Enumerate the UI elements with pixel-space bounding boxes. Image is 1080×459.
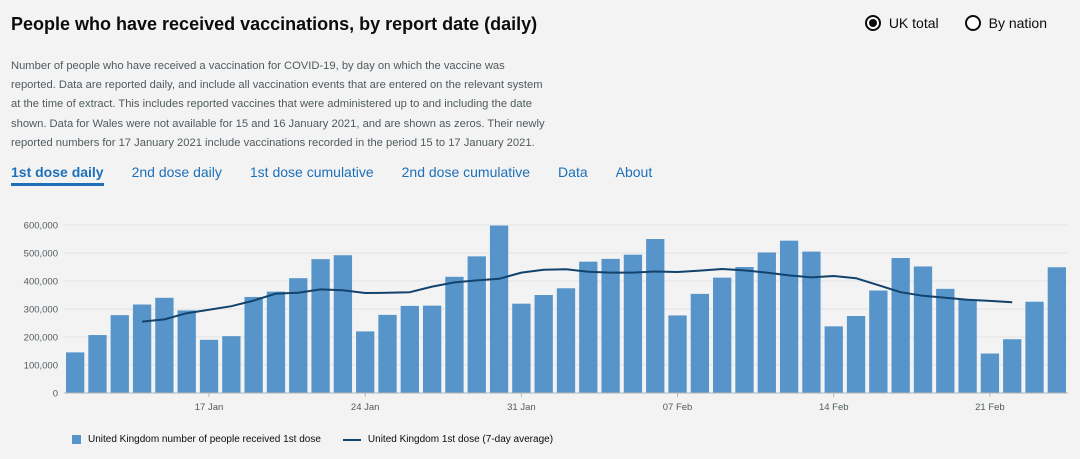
radio-by-nation[interactable]: By nation bbox=[964, 15, 1047, 31]
bar bbox=[556, 288, 576, 393]
bar bbox=[735, 267, 754, 393]
x-tick-label: 24 Jan bbox=[351, 402, 380, 413]
x-tick-label: 17 Jan bbox=[195, 402, 224, 413]
bar bbox=[779, 240, 799, 393]
bar bbox=[66, 352, 85, 393]
bar bbox=[132, 304, 152, 393]
bar bbox=[534, 295, 553, 393]
bar bbox=[222, 336, 241, 393]
bar bbox=[869, 290, 888, 393]
bar bbox=[356, 331, 375, 393]
x-tick-label: 07 Feb bbox=[663, 402, 693, 413]
bar bbox=[467, 256, 486, 393]
bar bbox=[802, 251, 821, 393]
y-tick-label: 400,000 bbox=[24, 277, 58, 288]
bar bbox=[110, 315, 129, 393]
tab-1st-dose-cumulative[interactable]: 1st dose cumulative bbox=[249, 164, 374, 180]
radio-uk-total[interactable]: UK total bbox=[864, 15, 939, 31]
tab-about[interactable]: About bbox=[615, 164, 653, 180]
bar bbox=[980, 353, 1000, 393]
bar bbox=[422, 305, 442, 393]
bar bbox=[155, 297, 174, 393]
y-tick-label: 600,000 bbox=[24, 221, 58, 232]
bar bbox=[1025, 301, 1044, 393]
bar bbox=[445, 276, 464, 393]
bar bbox=[713, 277, 732, 393]
bar bbox=[1003, 339, 1022, 393]
bar bbox=[266, 291, 286, 393]
radio-label-by-nation: By nation bbox=[988, 15, 1047, 31]
bar bbox=[177, 310, 196, 393]
bar bbox=[88, 335, 107, 393]
x-tick-label: 21 Feb bbox=[975, 402, 1005, 413]
bar bbox=[289, 278, 308, 393]
bar bbox=[311, 259, 330, 393]
legend-line-label: United Kingdom 1st dose (7-day average) bbox=[367, 434, 554, 445]
y-tick-label: 300,000 bbox=[24, 305, 58, 316]
chart-legend: United Kingdom number of people received… bbox=[72, 434, 553, 445]
bar bbox=[824, 326, 843, 393]
legend-bar-swatch bbox=[72, 435, 81, 444]
bar bbox=[958, 299, 977, 393]
tab-2nd-dose-daily[interactable]: 2nd dose daily bbox=[131, 164, 222, 180]
vaccinations-chart: 0 100,000 200,000 300,000 400,000 500,000 600,… bbox=[24, 221, 1068, 413]
bar bbox=[244, 296, 263, 393]
bar bbox=[623, 254, 643, 393]
bar bbox=[333, 255, 353, 393]
bar bbox=[400, 305, 419, 393]
y-tick-label: 0 bbox=[53, 389, 58, 400]
bar bbox=[690, 293, 710, 393]
y-tick-label: 200,000 bbox=[24, 333, 58, 344]
radio-unchecked-icon bbox=[964, 15, 981, 31]
y-tick-label: 500,000 bbox=[24, 249, 58, 260]
chart-tabs: 1st dose daily 2nd dose daily 1st dose c… bbox=[11, 164, 680, 186]
chart-card-title: People who have received vaccinations, b… bbox=[11, 14, 538, 34]
y-tick-label: 100,000 bbox=[24, 361, 58, 372]
tab-data[interactable]: Data bbox=[558, 164, 588, 180]
bar bbox=[757, 252, 776, 393]
bar bbox=[668, 315, 687, 393]
tab-1st-dose-daily[interactable]: 1st dose daily bbox=[11, 164, 104, 186]
x-tick-label: 31 Jan bbox=[507, 402, 536, 413]
chart-description: Number of people who have received a vac… bbox=[11, 60, 545, 149]
bar bbox=[378, 314, 397, 393]
bar bbox=[601, 258, 620, 393]
bar bbox=[846, 316, 866, 393]
bar bbox=[646, 239, 665, 393]
bar bbox=[1047, 267, 1066, 393]
bar bbox=[891, 258, 910, 393]
area-radio-group: UK total By nation bbox=[864, 15, 1047, 31]
tab-2nd-dose-cumulative[interactable]: 2nd dose cumulative bbox=[401, 164, 531, 180]
bar bbox=[199, 339, 219, 393]
bar bbox=[489, 225, 509, 393]
x-tick-label: 14 Feb bbox=[819, 402, 849, 413]
bar bbox=[913, 266, 933, 393]
radio-checked-icon bbox=[864, 15, 881, 31]
bar bbox=[512, 303, 531, 393]
radio-label-uk-total: UK total bbox=[888, 15, 939, 31]
bar bbox=[579, 261, 598, 393]
legend-line-swatch bbox=[342, 438, 361, 441]
bar bbox=[936, 288, 955, 393]
average-line bbox=[142, 268, 1013, 323]
legend-bar-label: United Kingdom number of people received… bbox=[88, 434, 321, 445]
